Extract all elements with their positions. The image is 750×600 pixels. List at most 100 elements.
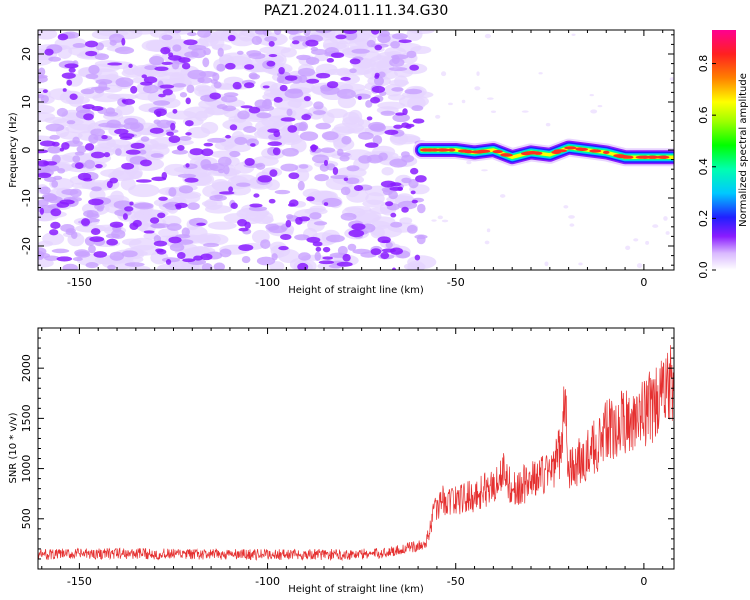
- noise-blob-dark: [385, 201, 394, 207]
- noise-blob-dark: [364, 142, 379, 148]
- figure-title: PAZ1.2024.011.11.34.G30: [264, 3, 449, 19]
- noise-blob-dark: [56, 256, 73, 262]
- noise-blob-dark: [172, 108, 178, 114]
- faint-speck: [487, 97, 494, 100]
- noise-blob-dark: [42, 89, 48, 93]
- noise-blob-mid: [236, 182, 251, 187]
- noise-blob-dark: [149, 217, 160, 224]
- noise-blob-dark: [158, 196, 168, 201]
- noise-blob-mid: [287, 30, 299, 35]
- noise-blob-mid: [357, 131, 374, 140]
- snr-y-tick-label: 1000: [20, 455, 33, 483]
- noise-blob-mid: [249, 73, 261, 80]
- noise-blob-mid: [168, 187, 177, 197]
- noise-blob-mid: [234, 136, 248, 145]
- noise-blob-mid: [321, 197, 342, 207]
- colorbar-tick-label: 0.6: [697, 106, 710, 124]
- noise-blob-mid: [406, 224, 418, 234]
- faint-speck: [633, 238, 639, 242]
- noise-blob-dark: [340, 76, 351, 81]
- noise-blob-dark: [166, 131, 175, 137]
- noise-blob-dark: [44, 48, 54, 56]
- noise-blob-mid: [351, 48, 370, 54]
- noise-blob-dark: [161, 61, 173, 66]
- noise-blob-dark: [140, 159, 152, 167]
- noise-blob-mid: [202, 57, 210, 68]
- snr-x-tick-label: -50: [447, 575, 465, 588]
- noise-blob-dark: [159, 84, 175, 89]
- faint-speck: [645, 240, 650, 245]
- noise-blob-mid: [197, 30, 211, 38]
- noise-blob-light: [337, 95, 357, 109]
- noise-blob-dark: [353, 184, 364, 191]
- noise-blob-dark: [84, 143, 95, 151]
- noise-blob-mid: [347, 243, 357, 251]
- noise-blob-mid: [321, 131, 339, 141]
- noise-blob-dark: [391, 267, 397, 270]
- noise-blob-mid: [115, 77, 134, 88]
- noise-blob-dark: [141, 74, 148, 79]
- noise-blob-mid: [169, 243, 185, 252]
- noise-blob-light: [371, 216, 396, 227]
- noise-blob-light: [252, 215, 274, 225]
- noise-blob-dark: [280, 117, 296, 122]
- signal-hotspot: [646, 155, 659, 159]
- spectrogram-y-axis-label: Frequency (Hz): [8, 112, 19, 188]
- noise-blob-mid: [72, 155, 81, 163]
- noise-blob-mid: [297, 67, 316, 77]
- noise-blob-dark: [342, 30, 358, 34]
- noise-blob-mid: [309, 212, 322, 220]
- signal-hotspot: [589, 149, 602, 153]
- signal-hotspot: [436, 148, 450, 152]
- noise-blob-dark: [336, 261, 353, 267]
- noise-blob-mid: [406, 50, 417, 59]
- noise-blob-dark: [50, 208, 62, 217]
- noise-blob-mid: [223, 165, 230, 175]
- noise-blob-mid: [178, 185, 194, 194]
- noise-blob-mid: [320, 85, 340, 95]
- noise-blob-dark: [128, 63, 133, 69]
- noise-blob-dark: [406, 123, 415, 128]
- signal-hotspot: [533, 151, 543, 155]
- noise-blob-dark: [153, 240, 168, 247]
- faint-speck: [669, 77, 674, 81]
- noise-blob-dark: [230, 202, 238, 209]
- signal-hotspot: [429, 148, 440, 152]
- noise-blob-dark: [109, 221, 124, 228]
- noise-blob-dark: [109, 177, 119, 184]
- faint-speck: [538, 72, 543, 75]
- noise-blob-dark: [266, 60, 276, 67]
- noise-blob-mid: [229, 150, 241, 158]
- noise-blob-dark: [121, 162, 135, 170]
- noise-blob-mid: [39, 186, 51, 195]
- noise-blob-dark: [390, 212, 397, 218]
- noise-blob-dark: [268, 53, 278, 58]
- noise-blob-dark: [288, 172, 300, 180]
- noise-blob-mid: [153, 119, 161, 125]
- spectrogram-x-tick-label: -50: [447, 276, 465, 289]
- noise-blob-light: [269, 83, 285, 96]
- noise-blob-mid: [297, 180, 305, 191]
- noise-blob-mid: [140, 136, 150, 142]
- noise-blob-mid: [417, 203, 426, 214]
- noise-blob-mid: [236, 50, 244, 55]
- noise-blob-dark: [168, 236, 182, 244]
- noise-blob-dark: [410, 167, 419, 175]
- noise-blob-dark: [184, 120, 194, 127]
- faint-speck: [563, 205, 569, 209]
- faint-speck: [466, 160, 472, 165]
- noise-blob-dark: [149, 127, 164, 134]
- noise-blob-mid: [339, 155, 350, 162]
- noise-blob-mid: [397, 200, 418, 210]
- faint-speck: [476, 71, 480, 76]
- noise-blob-mid: [44, 255, 60, 261]
- signal-hotspot: [500, 153, 513, 157]
- noise-blob-mid: [379, 30, 391, 37]
- noise-blob-mid: [183, 163, 198, 170]
- noise-blob-mid: [177, 173, 197, 179]
- noise-blob-mid: [336, 88, 356, 99]
- noise-blob-mid: [340, 212, 357, 221]
- noise-blob-mid: [132, 203, 152, 209]
- noise-blob-dark: [380, 180, 396, 188]
